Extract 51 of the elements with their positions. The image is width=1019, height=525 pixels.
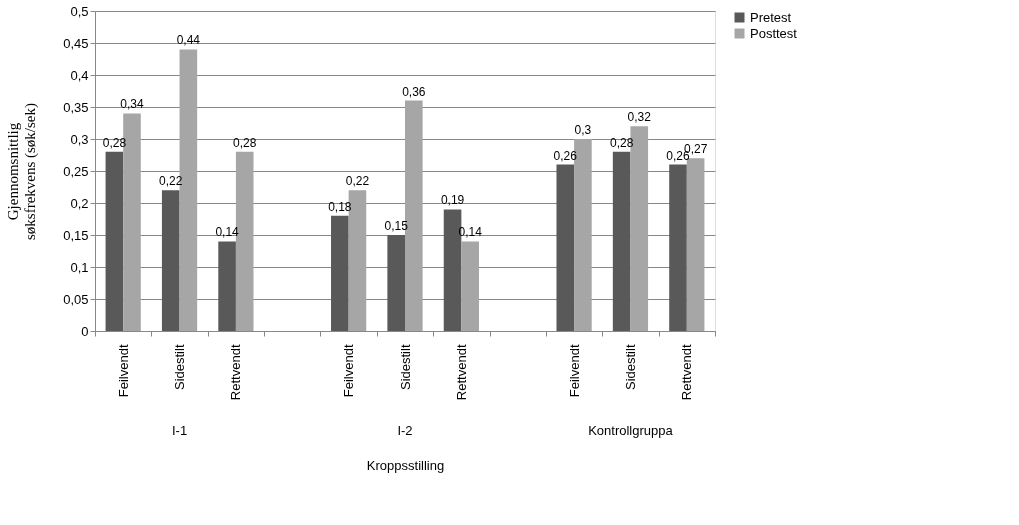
bar <box>105 151 124 331</box>
data-label: 0,28 <box>102 135 127 150</box>
y-tick-label: 0,45 <box>63 35 89 51</box>
x-tick-label: Rettvendt <box>679 344 695 401</box>
y-tick-label: 0,15 <box>63 227 89 243</box>
data-label: 0,22 <box>159 174 183 189</box>
data-label: 0,28 <box>233 135 257 150</box>
x-axis-title: Kroppsstilling <box>366 458 445 474</box>
data-label: 0,3 <box>574 123 592 137</box>
bar <box>218 241 236 331</box>
data-label: 0,32 <box>627 110 652 125</box>
bar <box>556 164 575 331</box>
x-tick-label: Sidestilt <box>172 344 188 391</box>
x-tick-label: Feilvendt <box>341 344 357 398</box>
text: I-2 <box>397 423 413 438</box>
y-axis-title: Gjennomsnittlig søksfrekvens (søk/sek) <box>5 102 40 241</box>
data-label: 0,18 <box>328 199 352 214</box>
x-tick-label: Rettvendt <box>453 344 469 401</box>
data-label: 0,44 <box>176 33 201 48</box>
text: Kontrollgruppa <box>588 423 674 438</box>
bar <box>669 164 687 331</box>
legend-label: Posttest <box>750 25 798 41</box>
data-label: 0,36 <box>402 84 426 99</box>
x-tick-label: Sidestilt <box>397 344 413 391</box>
data-label: 0,26 <box>553 148 578 163</box>
y-tick-label: 0,25 <box>63 163 89 179</box>
bar <box>612 151 631 331</box>
data-label: 0,15 <box>384 219 409 233</box>
bar <box>387 235 405 331</box>
y-tick-label: 0,5 <box>70 3 89 19</box>
data-label: 0,28 <box>609 135 634 150</box>
y-tick-label: 0 <box>81 323 89 339</box>
y-tick-label: 0,3 <box>70 131 89 147</box>
bar <box>331 215 349 331</box>
legend-label: Pretest <box>750 9 792 25</box>
x-tick-label: Feilvendt <box>566 344 582 398</box>
x-tick-label: Sidestilt <box>622 344 638 391</box>
text: I-1 <box>171 423 188 438</box>
data-label: 0,22 <box>345 174 370 189</box>
bar <box>161 190 180 331</box>
y-tick-label: 0,2 <box>70 195 89 211</box>
data-label: 0,14 <box>215 225 240 240</box>
x-tick-label: Rettvendt <box>228 344 244 401</box>
y-tick-label: 0,35 <box>63 99 89 115</box>
x-tick-label: Feilvendt <box>115 344 131 398</box>
bar <box>461 241 479 331</box>
y-tick-label: 0,4 <box>70 67 89 83</box>
y-tick-label: 0,05 <box>63 291 89 307</box>
y-tick-label: 0,1 <box>70 259 89 275</box>
data-label: 0,34 <box>120 97 144 112</box>
data-label: 0,19 <box>440 193 465 208</box>
